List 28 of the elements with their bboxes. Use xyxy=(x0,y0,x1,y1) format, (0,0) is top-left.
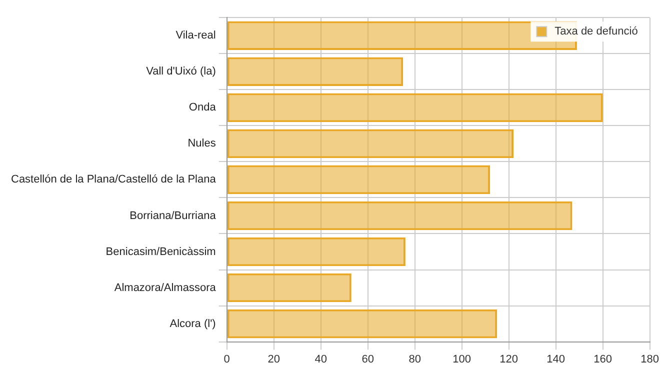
x-tick-label: 40 xyxy=(314,353,327,366)
y-tick-label: Vila-real xyxy=(176,30,216,42)
bar xyxy=(227,165,490,194)
bar xyxy=(227,201,572,230)
bar xyxy=(227,237,406,266)
x-tick-label: 100 xyxy=(452,353,472,366)
y-tick-label: Alcora (l') xyxy=(170,318,216,330)
x-tick-label: 20 xyxy=(268,353,280,366)
y-tick-label: Vall d'Uixó (la) xyxy=(146,66,216,78)
bar xyxy=(227,273,352,302)
x-tick-label: 180 xyxy=(640,353,660,366)
x-tick-label: 120 xyxy=(500,353,518,366)
bar xyxy=(227,93,603,122)
x-tick-label: 160 xyxy=(594,353,612,366)
y-tick-label: Castellón de la Plana/Castelló de la Plana xyxy=(10,174,217,186)
legend-label: Taxa de defunció xyxy=(554,26,638,38)
y-tick-label: Borriana/Burriana xyxy=(130,210,217,222)
bar xyxy=(227,57,404,86)
y-tick-label: Benicasim/Benicàssim xyxy=(106,246,216,258)
bar xyxy=(227,309,498,338)
y-tick-label: Onda xyxy=(188,102,217,114)
x-tick-label: 140 xyxy=(546,353,566,366)
y-tick-label: Nules xyxy=(188,138,216,150)
y-tick-label: Almazora/Almassora xyxy=(114,282,217,294)
x-tick-label: 80 xyxy=(408,353,421,366)
bar xyxy=(227,129,514,158)
x-tick-label: 0 xyxy=(224,353,230,366)
x-tick-label: 60 xyxy=(362,353,374,366)
